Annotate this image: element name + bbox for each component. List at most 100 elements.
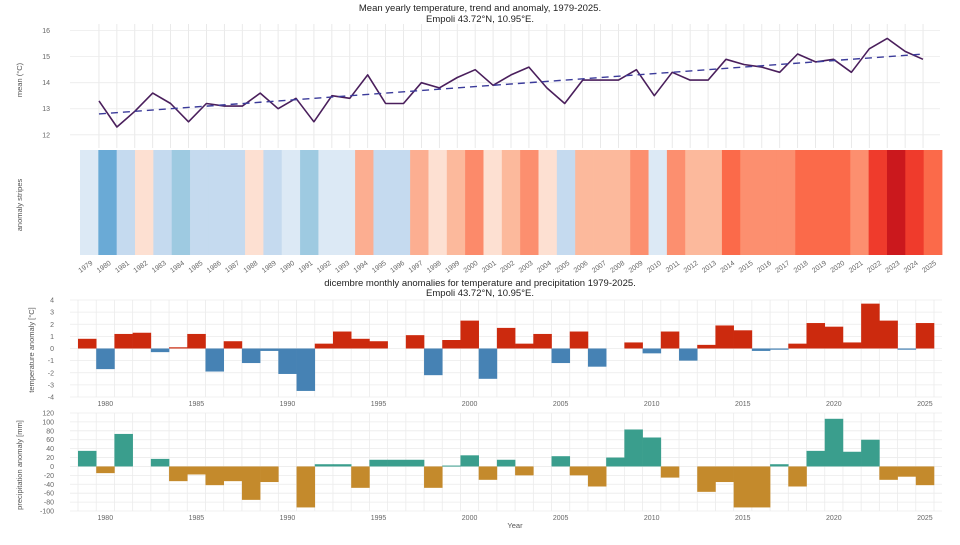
negative-anomaly-bar bbox=[224, 466, 243, 481]
anomaly-stripe bbox=[392, 150, 411, 255]
stripe-year-label: 2008 bbox=[609, 260, 626, 275]
anomaly-stripe bbox=[869, 150, 888, 255]
x-tick-label: 2025 bbox=[917, 515, 933, 522]
x-tick-label: 2000 bbox=[462, 401, 478, 408]
stripe-year-label: 1989 bbox=[261, 260, 278, 275]
negative-anomaly-bar bbox=[588, 466, 607, 486]
stripe-year-label: 1980 bbox=[96, 260, 113, 275]
stripe-year-label: 1984 bbox=[169, 260, 186, 275]
positive-anomaly-bar bbox=[861, 304, 880, 349]
stripe-year-label: 2010 bbox=[646, 260, 663, 275]
y-tick-label: -80 bbox=[44, 500, 54, 507]
anomaly-stripe bbox=[502, 150, 521, 255]
negative-anomaly-bar bbox=[205, 349, 224, 372]
temperature-anomaly-panel: dicembre monthly anomalies for temperatu… bbox=[27, 278, 942, 408]
x-tick-label: 2020 bbox=[826, 401, 842, 408]
x-tick-label: 2015 bbox=[735, 401, 751, 408]
negative-anomaly-bar bbox=[679, 349, 698, 361]
y-tick-label: 100 bbox=[42, 419, 54, 426]
positive-anomaly-bar bbox=[333, 464, 352, 466]
y-tick-label: 80 bbox=[46, 428, 54, 435]
negative-anomaly-bar bbox=[205, 466, 224, 485]
anomaly-stripe bbox=[208, 150, 227, 255]
positive-anomaly-bar bbox=[697, 345, 716, 349]
anomaly-stripe bbox=[373, 150, 392, 255]
stripe-year-label: 2024 bbox=[903, 260, 920, 275]
positive-anomaly-bar bbox=[843, 452, 862, 467]
grid bbox=[70, 24, 940, 148]
y-tick-label: 40 bbox=[46, 446, 54, 453]
anomaly-stripe bbox=[612, 150, 631, 255]
y-tick-label: 14 bbox=[42, 80, 50, 87]
positive-anomaly-bar bbox=[715, 325, 734, 348]
stripe-year-label: 2006 bbox=[573, 260, 590, 275]
anomaly-stripe bbox=[172, 150, 191, 255]
negative-anomaly-bar bbox=[424, 466, 443, 487]
positive-anomaly-bar bbox=[351, 339, 370, 349]
positive-anomaly-bar bbox=[406, 335, 425, 348]
y-tick-label: 0 bbox=[50, 464, 54, 471]
stripes-y-axis-label: anomaly stripes bbox=[15, 178, 24, 231]
positive-anomaly-bar bbox=[406, 460, 425, 467]
positive-anomaly-bar bbox=[843, 342, 862, 348]
bars bbox=[78, 304, 934, 391]
x-tick-label: 1980 bbox=[98, 401, 114, 408]
stripe-year-label: 2000 bbox=[463, 260, 480, 275]
negative-anomaly-bar bbox=[770, 349, 789, 350]
positive-anomaly-bar bbox=[114, 334, 133, 349]
anomaly-stripe bbox=[795, 150, 814, 255]
positive-anomaly-bar bbox=[879, 321, 898, 349]
positive-anomaly-bar bbox=[224, 341, 243, 348]
positive-anomaly-bar bbox=[624, 429, 643, 466]
anomaly-stripe bbox=[465, 150, 484, 255]
y-tick-label: 4 bbox=[50, 298, 54, 305]
anomaly-chart-subtitle: Empoli 43.72°N, 10.95°E. bbox=[426, 288, 534, 299]
stripe-year-label: 2007 bbox=[591, 260, 608, 275]
positive-anomaly-bar bbox=[643, 438, 662, 467]
anomaly-stripe bbox=[337, 150, 356, 255]
y-tick-label: -40 bbox=[44, 482, 54, 489]
positive-anomaly-bar bbox=[515, 344, 534, 349]
positive-anomaly-bar bbox=[825, 419, 844, 467]
positive-anomaly-bar bbox=[315, 464, 334, 466]
chart-subtitle: Empoli 43.72°N, 10.95°E. bbox=[426, 14, 534, 25]
negative-anomaly-bar bbox=[788, 466, 807, 486]
stripe-year-label: 1985 bbox=[188, 260, 205, 275]
stripe-year-label: 2015 bbox=[738, 260, 755, 275]
y-tick-label: -4 bbox=[48, 395, 54, 402]
positive-anomaly-bar bbox=[916, 323, 935, 348]
positive-anomaly-bar bbox=[624, 342, 643, 348]
x-tick-label: 2005 bbox=[553, 515, 569, 522]
anomaly-stripe bbox=[447, 150, 466, 255]
positive-anomaly-bar bbox=[369, 341, 388, 348]
positive-anomaly-bar bbox=[442, 340, 461, 348]
anomaly-stripe bbox=[575, 150, 594, 255]
anomaly-stripe bbox=[740, 150, 759, 255]
y-tick-label: 15 bbox=[42, 54, 50, 61]
positive-anomaly-bar bbox=[460, 321, 479, 349]
anomaly-stripe bbox=[318, 150, 337, 255]
positive-anomaly-bar bbox=[497, 328, 516, 349]
anomaly-stripe bbox=[355, 150, 374, 255]
negative-anomaly-bar bbox=[588, 349, 607, 367]
anomaly-stripe bbox=[924, 150, 943, 255]
anomaly-stripe bbox=[245, 150, 264, 255]
stripe-year-label: 2009 bbox=[628, 260, 645, 275]
x-tick-label: 1995 bbox=[371, 515, 387, 522]
negative-anomaly-bar bbox=[96, 349, 115, 370]
anomaly-stripe bbox=[263, 150, 282, 255]
positive-anomaly-bar bbox=[151, 459, 170, 467]
x-tick-label: 2020 bbox=[826, 515, 842, 522]
anomaly-stripe bbox=[777, 150, 796, 255]
negative-anomaly-bar bbox=[752, 466, 771, 507]
stripe-year-label: 1988 bbox=[243, 260, 260, 275]
negative-anomaly-bar bbox=[479, 349, 498, 379]
stripe-year-label: 1994 bbox=[353, 260, 370, 275]
x-tick-label: 2010 bbox=[644, 515, 660, 522]
anomaly-stripe bbox=[630, 150, 649, 255]
negative-anomaly-bar bbox=[278, 349, 297, 374]
anomaly-stripe bbox=[594, 150, 613, 255]
stripe-year-label: 2020 bbox=[829, 260, 846, 275]
